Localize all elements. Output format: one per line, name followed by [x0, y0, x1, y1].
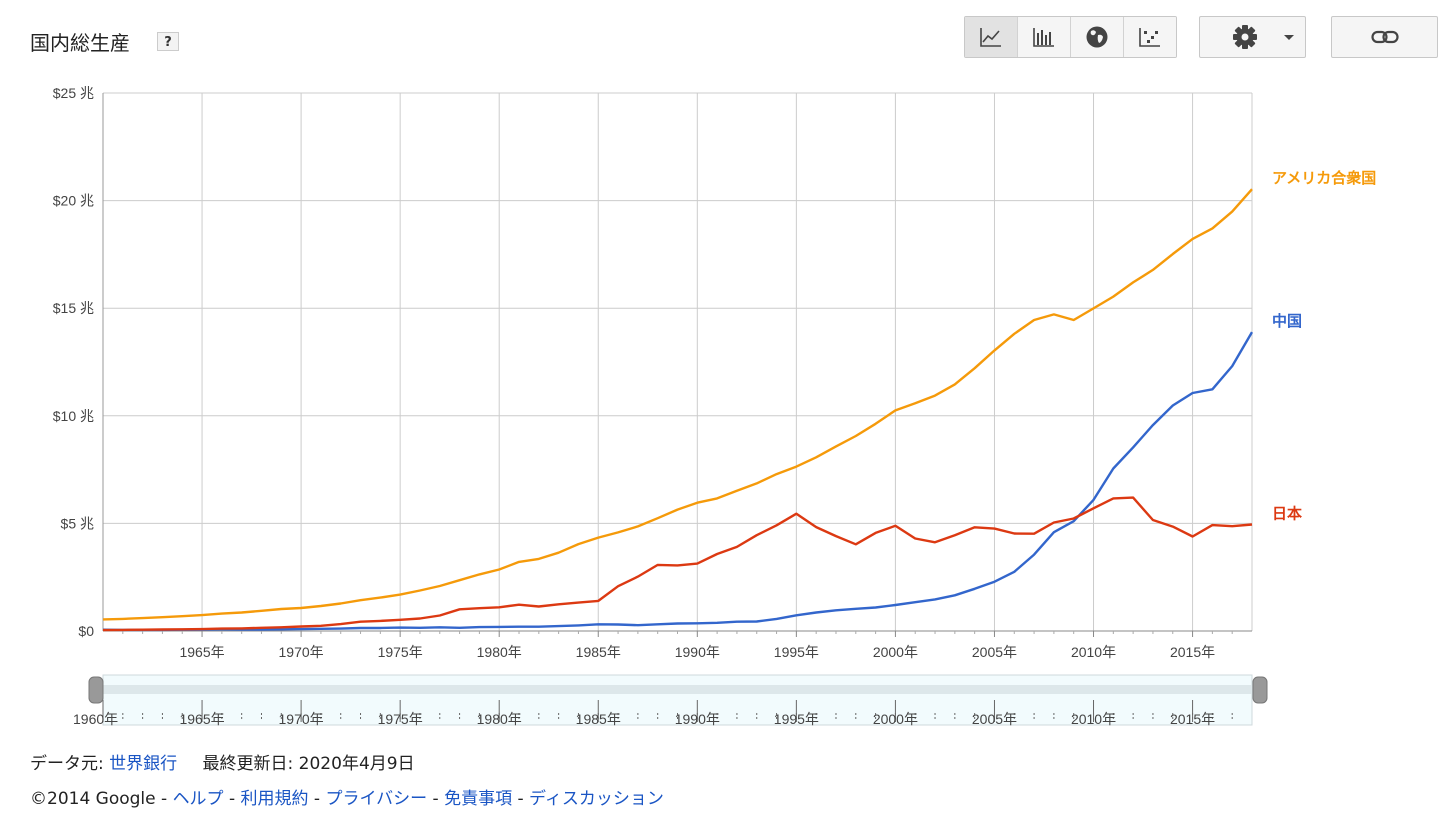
line-chart-icon — [980, 28, 1001, 47]
source-link[interactable]: 世界銀行 — [109, 754, 178, 774]
y-tick-label: $5 兆 — [61, 515, 94, 531]
range-tick-label: 2010年 — [1071, 711, 1116, 727]
globe-icon — [1086, 26, 1108, 48]
y-tick-label: $0 — [78, 623, 94, 639]
range-tick-label: 1965年 — [179, 711, 224, 727]
x-tick-label: 1970年 — [279, 644, 324, 660]
privacy-link[interactable]: プライバシー — [325, 789, 428, 809]
y-tick-label: $25 兆 — [53, 85, 94, 101]
x-tick-label: 1995年 — [774, 644, 819, 660]
separator: - — [313, 789, 321, 809]
disclaimer-link[interactable]: 免責事項 — [444, 789, 513, 809]
range-tick-label: 2005年 — [972, 711, 1017, 727]
range-tick-label: 1980年 — [477, 711, 522, 727]
line-chart-button[interactable] — [965, 17, 1018, 57]
range-tick-label: 1970年 — [279, 711, 324, 727]
series-label-china: 中国 — [1272, 312, 1302, 330]
x-tick-label: 1965年 — [179, 644, 224, 660]
range-tick-label: 1995年 — [774, 711, 819, 727]
y-tick-label: $20 兆 — [53, 193, 94, 209]
range-tick-label: 1975年 — [378, 711, 423, 727]
footer-source: データ元: 世界銀行 最終更新日: 2020年4月9日 — [30, 749, 415, 774]
help-link[interactable]: ヘルプ — [172, 789, 224, 809]
range-handle-left[interactable] — [88, 676, 104, 704]
range-handle-right[interactable] — [1252, 676, 1268, 704]
last-updated: 最終更新日: 2020年4月9日 — [202, 754, 415, 774]
source-label: データ元: — [30, 754, 104, 774]
range-tick-label: 1985年 — [576, 711, 621, 727]
range-tick-label: 2015年 — [1170, 711, 1215, 727]
discussion-link[interactable]: ディスカッション — [529, 789, 664, 809]
scatter-chart-icon — [1139, 28, 1160, 47]
series-label-us: アメリカ合衆国 — [1272, 169, 1376, 187]
separator: - — [432, 789, 439, 809]
x-tick-label: 1980年 — [477, 644, 522, 660]
range-start-label: 1960年 — [73, 711, 118, 727]
bar-chart-icon — [1033, 28, 1054, 47]
range-tick-label: 1990年 — [675, 711, 720, 727]
gdp-line-chart: $0 $5 兆 $10 兆 $15 兆 $20 兆 $25 兆 1965年 1970年 1975… — [53, 85, 1377, 727]
x-tick-label: 2010年 — [1071, 644, 1116, 660]
copyright: ©2014 Google - — [30, 789, 168, 809]
y-tick-label: $10 兆 — [53, 408, 94, 424]
chart-type-toolbar — [964, 16, 1177, 58]
gear-icon — [1233, 25, 1294, 49]
link-icon — [1370, 30, 1399, 44]
link-button[interactable] — [1331, 16, 1438, 58]
footer-links: ©2014 Google - ヘルプ - 利用規約 - プライバシー - 免責事… — [30, 784, 664, 809]
range-selector[interactable] — [102, 674, 1253, 726]
y-tick-label: $15 兆 — [53, 300, 94, 316]
x-tick-label: 2005年 — [972, 644, 1017, 660]
range-tick-label: 2000年 — [873, 711, 918, 727]
bar-chart-button[interactable] — [1018, 17, 1071, 57]
help-button[interactable]: ? — [157, 32, 179, 51]
settings-button[interactable] — [1199, 16, 1306, 58]
range-track — [103, 685, 1252, 694]
x-tick-label: 1975年 — [378, 644, 423, 660]
chevron-down-icon — [1284, 35, 1294, 40]
series-line-china[interactable] — [102, 331, 1254, 632]
x-tick-label: 2000年 — [873, 644, 918, 660]
x-tick-label: 1985年 — [576, 644, 621, 660]
series-label-japan: 日本 — [1272, 504, 1302, 522]
scatter-chart-button[interactable] — [1124, 17, 1176, 57]
series-line-japan[interactable] — [102, 496, 1253, 632]
x-tick-label: 1990年 — [675, 644, 720, 660]
page-title: 国内総生産 — [30, 31, 130, 55]
map-button[interactable] — [1071, 17, 1124, 57]
terms-link[interactable]: 利用規約 — [240, 789, 309, 809]
x-tick-label: 2015年 — [1170, 644, 1215, 660]
separator: - — [517, 789, 524, 809]
series-line-us[interactable] — [102, 188, 1253, 621]
separator: - — [228, 789, 236, 809]
